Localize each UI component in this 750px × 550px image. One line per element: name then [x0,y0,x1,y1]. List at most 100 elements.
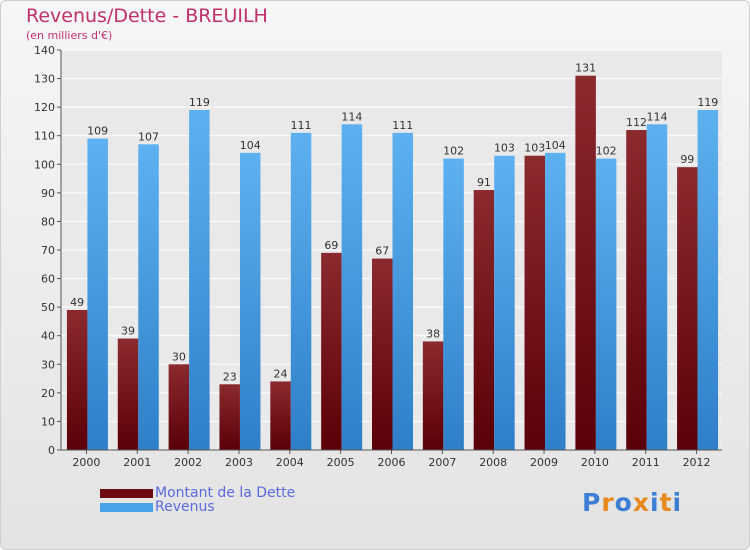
data-label-revenus: 102 [596,145,617,158]
data-label-revenus: 107 [138,130,159,143]
logo-letter: x [632,488,650,517]
bar-dette [677,167,698,450]
x-tick-label: 2012 [683,456,711,469]
x-tick-label: 2007 [428,456,456,469]
bar-dette [219,384,240,450]
y-tick-label: 100 [34,158,55,171]
data-label-dette: 39 [121,325,135,338]
logo-letter: t [659,488,673,517]
bar-revenus [392,132,413,450]
logo-letter: o [614,488,633,517]
y-tick-label: 130 [34,73,55,86]
bar-revenus [595,158,617,451]
bars: 49 109 39 107 30 119 23 104 24 111 69 114 67 111 38 102… [66,62,719,451]
bar-dette [422,341,444,450]
y-axis: 0 10 20 30 40 50 60 70 80 90 100 110 120 130 140 [34,44,62,457]
data-label-dette: 69 [324,239,338,252]
bar-dette [575,75,596,450]
bar-dette [117,338,139,450]
y-tick-label: 120 [34,101,55,114]
x-tick-label: 2003 [225,456,253,469]
x-tick-label: 2010 [581,456,609,469]
bar-dette [524,155,546,450]
bar-revenus [341,124,363,451]
data-label-dette: 99 [680,153,694,166]
data-label-dette: 112 [626,116,647,129]
data-label-revenus: 111 [392,119,413,132]
logo-letter: r [601,488,615,517]
bar-revenus [138,144,159,451]
bar-dette [66,310,88,450]
logo-letter: P [582,488,602,517]
bar-revenus [239,152,261,450]
legend-swatch-dette [100,489,153,498]
data-label-dette: 49 [70,296,84,309]
y-tick-label: 20 [41,387,55,400]
y-tick-label: 140 [34,44,55,57]
x-tick-label: 2005 [327,456,355,469]
data-label-revenus: 114 [646,110,667,123]
data-label-revenus: 111 [291,119,312,132]
data-label-dette: 103 [524,142,545,155]
y-tick-label: 40 [41,330,55,343]
legend-label-dette: Montant de la Dette [155,485,296,501]
x-tick-label: 2002 [174,456,202,469]
x-tick-label: 2009 [530,456,558,469]
data-label-revenus: 109 [87,125,108,138]
legend-swatch-revenus [100,503,153,512]
data-label-revenus: 114 [341,110,362,123]
bar-revenus [189,110,210,450]
bar-revenus [545,152,566,450]
data-label-dette: 30 [172,350,186,363]
y-tick-label: 30 [41,358,55,371]
data-label-dette: 24 [274,367,288,380]
bar-dette [626,130,647,450]
data-label-dette: 38 [426,327,440,340]
data-label-revenus: 102 [443,145,464,158]
bar-revenus [697,110,719,450]
data-label-revenus: 119 [189,96,210,109]
x-tick-label: 2004 [276,456,304,469]
data-label-dette: 67 [375,245,389,258]
logo-letter: i [650,488,660,517]
x-tick-label: 2011 [632,456,660,469]
proxiti-logo: Proxiti [582,488,682,517]
y-tick-label: 10 [41,415,55,428]
data-label-dette: 91 [477,176,491,189]
data-label-revenus: 119 [697,96,718,109]
y-tick-label: 90 [41,187,55,200]
chart-subtitle: (en milliers d'€) [26,29,113,42]
bar-revenus [290,132,312,450]
y-tick-label: 70 [41,244,55,257]
chart-title: Revenus/Dette - BREUILH [26,5,268,27]
bar-revenus [646,124,668,451]
data-label-revenus: 104 [545,139,566,152]
y-tick-label: 0 [48,444,55,457]
bar-revenus [443,158,464,451]
y-tick-label: 80 [41,215,55,228]
bar-dette [270,381,291,450]
data-label-revenus: 104 [240,139,261,152]
y-tick-label: 60 [41,273,55,286]
y-tick-label: 50 [41,301,55,314]
x-tick-label: 2006 [378,456,406,469]
bar-dette [473,190,495,450]
legend-item-dette: Montant de la Dette [100,485,360,502]
bar-revenus [87,138,108,451]
data-label-dette: 131 [575,62,596,75]
data-label-dette: 23 [223,370,237,383]
bar-dette [321,252,342,450]
bar-revenus [494,155,515,450]
data-label-revenus: 103 [494,142,515,155]
legend-item-revenus: Revenus [100,499,360,516]
legend-label-revenus: Revenus [155,499,215,515]
x-tick-label: 2000 [72,456,100,469]
bar-dette [372,258,393,450]
y-tick-label: 110 [34,130,55,143]
x-axis: 2000 2001 2002 2003 2004 2005 2006 2007 2008 2009… [61,449,722,469]
logo-letter: i [672,488,683,517]
x-tick-label: 2001 [123,456,151,469]
bar-dette [168,364,190,450]
x-tick-label: 2008 [479,456,507,469]
